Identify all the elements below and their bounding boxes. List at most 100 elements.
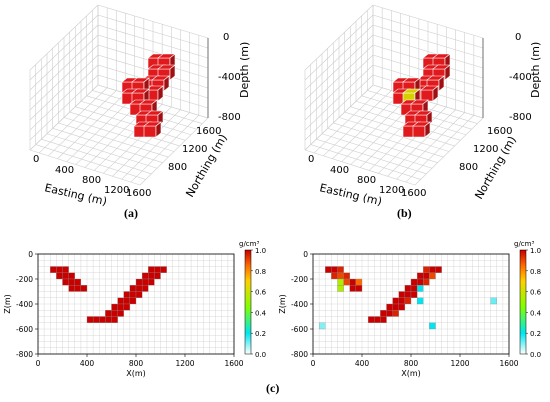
zlabel-b: Depth (m) bbox=[529, 42, 542, 98]
cell-17 bbox=[423, 272, 430, 280]
view3d-b: 0 -400 -800 Depth (m) 0 400 800 1200 160… bbox=[304, 4, 542, 208]
cell-43 bbox=[318, 322, 326, 330]
cell-22 bbox=[135, 285, 143, 292]
xtick-label: 1200 bbox=[175, 359, 194, 368]
cell-18 bbox=[135, 278, 143, 286]
cell-9 bbox=[68, 285, 75, 292]
cell-9 bbox=[355, 278, 363, 286]
ytick-label: 0 bbox=[28, 250, 33, 259]
ytick-2-b: 800 bbox=[459, 162, 478, 173]
cell-0 bbox=[50, 266, 57, 273]
colorbar-unit: g/cm³ bbox=[514, 240, 534, 248]
block-a-17 bbox=[143, 121, 162, 138]
view3d-a: 0 -400 -800 Depth (m) 0 400 800 1200 160… bbox=[29, 4, 251, 208]
cell-38 bbox=[367, 316, 375, 323]
colorbar-tick: 0.4 bbox=[530, 309, 542, 317]
zlabel-a: Depth (m) bbox=[238, 42, 251, 98]
cell-23 bbox=[410, 285, 418, 292]
ytick-2-a: 800 bbox=[168, 162, 187, 173]
colorbar-tick: 0.4 bbox=[255, 309, 267, 317]
cell-26 bbox=[404, 291, 412, 298]
cell-1 bbox=[331, 266, 338, 273]
heatmap-right: 0 400 800 1200 1600 0 -200 -400 -600 -800 X(m) Z(m)… bbox=[278, 240, 542, 378]
colorbar bbox=[244, 249, 252, 355]
ytick-label: -600 bbox=[16, 325, 33, 334]
cell-23 bbox=[141, 285, 149, 292]
cell-16 bbox=[148, 272, 155, 280]
cells bbox=[318, 266, 497, 330]
xtick-3-b: 1200 bbox=[379, 185, 404, 196]
cell-35 bbox=[117, 310, 124, 317]
ytick-0-b: 1600 bbox=[487, 126, 512, 137]
ytick-label: -400 bbox=[16, 300, 33, 309]
cell-12 bbox=[355, 285, 363, 292]
cell-32 bbox=[386, 303, 393, 311]
cell-2 bbox=[337, 266, 344, 273]
cell-40 bbox=[111, 316, 118, 323]
cell-24 bbox=[123, 291, 131, 298]
cell-1 bbox=[56, 266, 63, 273]
back-grid-b bbox=[304, 4, 484, 151]
blocks-a bbox=[121, 53, 176, 138]
cell-19 bbox=[141, 278, 149, 286]
cell-22 bbox=[404, 285, 412, 292]
cell-7 bbox=[343, 278, 350, 286]
back-grid-a bbox=[29, 4, 209, 151]
cell-10 bbox=[74, 285, 82, 292]
cell-36 bbox=[86, 316, 94, 323]
cell-25 bbox=[129, 291, 137, 298]
xtick-label: 1600 bbox=[499, 359, 518, 368]
ztick-1-b: -400 bbox=[509, 72, 532, 83]
colorbar-tick: 0.6 bbox=[255, 289, 267, 297]
cell-6 bbox=[337, 278, 344, 286]
x-axis-label: X(m) bbox=[126, 369, 146, 378]
xtick-label: 400 bbox=[80, 359, 95, 368]
cell-42 bbox=[490, 297, 497, 305]
xtick-label: 1200 bbox=[450, 359, 469, 368]
cell-32 bbox=[123, 303, 131, 311]
cell-35 bbox=[380, 310, 387, 317]
cell-29 bbox=[129, 297, 137, 305]
cell-36 bbox=[386, 310, 393, 317]
xtick-0-b: 0 bbox=[308, 154, 314, 165]
cell-8 bbox=[74, 278, 82, 286]
cell-19 bbox=[410, 278, 418, 286]
colorbar-tick: 0.8 bbox=[530, 268, 541, 276]
colorbar-tick: 0.8 bbox=[255, 268, 266, 276]
colorbar-tick: 1.0 bbox=[530, 247, 541, 255]
cell-11 bbox=[349, 285, 357, 292]
block-a-1 bbox=[157, 53, 176, 70]
xtick-1-b: 400 bbox=[330, 165, 349, 176]
cell-17 bbox=[154, 272, 161, 280]
cell-15 bbox=[435, 266, 442, 273]
cells bbox=[50, 266, 167, 323]
ytick-label: -200 bbox=[16, 275, 33, 284]
cell-21 bbox=[129, 285, 137, 292]
xtick-4-a: 1600 bbox=[126, 188, 151, 199]
cell-27 bbox=[117, 297, 124, 305]
colorbar-tick: 0.2 bbox=[255, 330, 266, 338]
colorbar-tick: 0.0 bbox=[530, 351, 541, 359]
cell-37 bbox=[392, 310, 399, 317]
colorbar-tick: 0.6 bbox=[530, 289, 542, 297]
ytick-label: -600 bbox=[291, 325, 308, 334]
colorbar-tick: 1.0 bbox=[255, 247, 266, 255]
xtick-label: 0 bbox=[311, 359, 316, 368]
ylabel-a: Northing (m) bbox=[183, 132, 230, 200]
ztick-2-b: -800 bbox=[509, 112, 532, 123]
cell-30 bbox=[404, 297, 412, 305]
cell-38 bbox=[99, 316, 106, 323]
xtick-2-b: 800 bbox=[357, 175, 376, 186]
caption-a: (a) bbox=[124, 206, 138, 220]
cell-25 bbox=[398, 291, 406, 298]
colorbar bbox=[519, 249, 527, 355]
cell-33 bbox=[392, 303, 399, 311]
block-b-17 bbox=[412, 121, 431, 138]
colorbar-tick: 0.0 bbox=[255, 351, 266, 359]
cell-14 bbox=[160, 266, 167, 273]
ztick-0-a: 0 bbox=[223, 32, 229, 43]
ytick-label: -400 bbox=[291, 300, 308, 309]
heatmap-left: 0 400 800 1200 1600 0 -200 -400 -600 -800 X(m) Z(m)… bbox=[3, 240, 267, 378]
cell-29 bbox=[398, 297, 406, 305]
cell-30 bbox=[111, 303, 118, 311]
